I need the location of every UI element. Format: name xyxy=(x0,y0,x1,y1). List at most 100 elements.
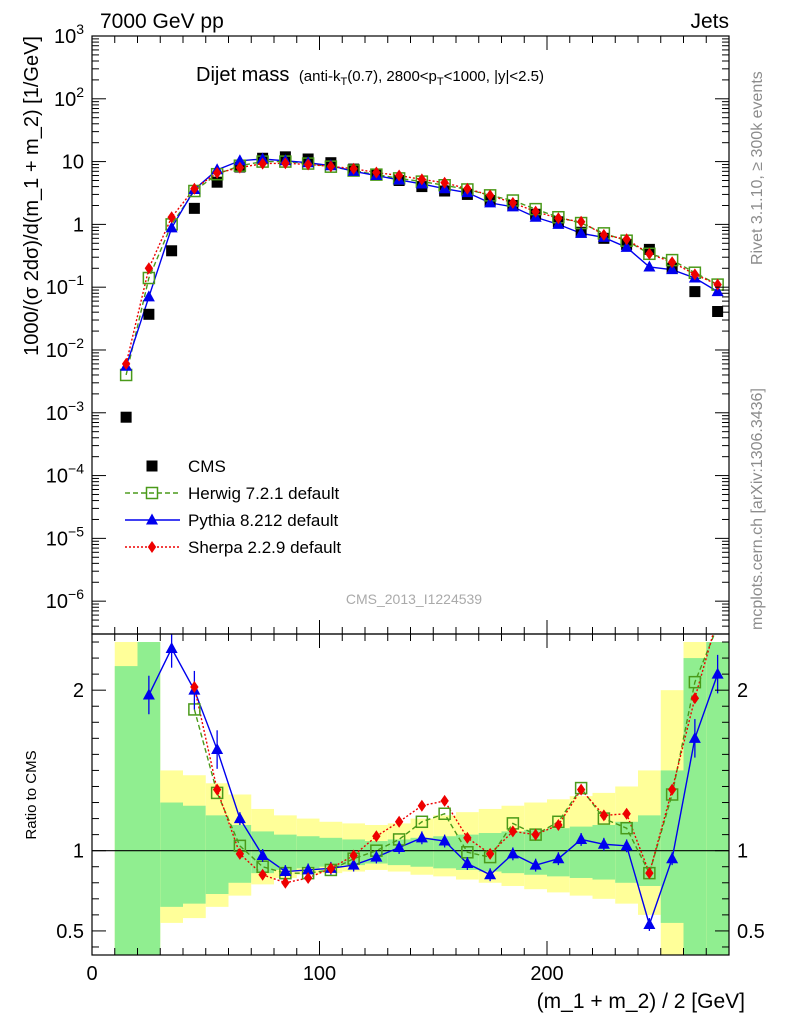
legend-marker xyxy=(147,541,157,553)
ratio-point-diamond xyxy=(326,862,336,875)
point-triangle xyxy=(620,240,633,252)
point-diamond xyxy=(394,169,404,182)
point-triangle xyxy=(142,290,155,302)
ratio-point-diamond xyxy=(394,815,404,828)
ratio-point-diamond xyxy=(599,809,609,822)
axes xyxy=(91,35,730,956)
point-square xyxy=(689,286,701,298)
legend-marker xyxy=(145,486,159,500)
point-square xyxy=(712,306,724,318)
ratio-point-triangle xyxy=(347,858,360,870)
point-diamond xyxy=(576,215,586,228)
header-left: 7000 GeV pp xyxy=(100,10,224,33)
ratio-point-open-square xyxy=(712,620,723,631)
ratio-point-triangle xyxy=(484,868,497,880)
point-diamond xyxy=(121,357,131,370)
point-diamond xyxy=(190,182,199,195)
point-diamond xyxy=(212,166,222,179)
point-diamond xyxy=(622,233,631,246)
point-triangle xyxy=(484,196,497,208)
ratio-point-triangle xyxy=(233,812,246,824)
ratio-point-triangle xyxy=(552,852,565,864)
point-triangle xyxy=(711,285,724,297)
ratio-point-triangle xyxy=(643,918,656,930)
point-square xyxy=(120,411,132,423)
band-inner xyxy=(296,836,320,869)
point-diamond xyxy=(508,196,518,209)
legend-entry: Herwig 7.2.1 default xyxy=(125,484,339,503)
band-inner xyxy=(592,824,616,880)
band-inner xyxy=(205,815,229,895)
point-diamond xyxy=(713,278,722,291)
title-sub-1: T xyxy=(341,76,348,88)
ratio-point-triangle xyxy=(506,847,519,859)
main-ylabel: 1000/(σ 2dσ)/d(m_1 + m_2) [1/GeV] xyxy=(21,36,43,356)
band-inner xyxy=(660,770,684,923)
band-inner xyxy=(137,642,161,955)
point-diamond xyxy=(554,212,563,225)
ratio-ylabel: Ratio to CMS xyxy=(23,750,40,839)
ratio-point-triangle xyxy=(415,831,428,843)
ratio-point-diamond xyxy=(531,828,540,841)
ratio-point-diamond xyxy=(645,867,654,880)
ratio-series-points xyxy=(142,620,724,931)
ratio-line-diamond xyxy=(193,634,714,884)
ratio-point-triangle xyxy=(529,858,542,870)
point-diamond xyxy=(372,166,381,179)
rivet-label: Rivet 3.1.10, ≥ 300k events xyxy=(749,71,766,265)
ratio-ytick-label: 2 xyxy=(73,680,84,702)
band-inner xyxy=(183,805,206,904)
ratio-point-diamond xyxy=(417,799,427,812)
ratio-point-diamond xyxy=(440,794,449,807)
y-tick-label: 1 xyxy=(73,214,84,236)
y-tick-label: 10−6 xyxy=(46,586,84,613)
point-diamond xyxy=(167,211,176,224)
y-tick-label: 10 xyxy=(62,152,84,174)
x-tick-label: 200 xyxy=(530,963,563,985)
ratio-bands xyxy=(114,642,729,955)
ratio-point-diamond xyxy=(667,783,677,796)
point-diamond xyxy=(281,157,290,170)
band-inner xyxy=(160,802,183,907)
point-diamond xyxy=(645,247,654,260)
point-diamond xyxy=(463,182,472,195)
point-diamond xyxy=(144,262,154,275)
band-inner xyxy=(410,837,434,867)
ratio-point-diamond xyxy=(372,830,381,843)
watermark: CMS_2013_I1224539 xyxy=(346,591,482,607)
ratio-point-triangle xyxy=(142,688,155,700)
series-line-open-square xyxy=(125,160,718,376)
title-sub-3: T xyxy=(437,76,444,88)
point-square xyxy=(143,308,155,320)
point-triangle xyxy=(666,263,679,275)
ratio-point-open-square xyxy=(438,807,451,821)
ratio-point-diamond xyxy=(485,847,495,860)
ratio-point-triangle xyxy=(279,865,292,877)
ratio-point-diamond xyxy=(190,680,199,693)
chart-title: Dijet mass (anti-kT(0.7), 2800<pT<1000, … xyxy=(196,64,544,88)
band-inner xyxy=(706,642,729,955)
ratio-point-triangle xyxy=(461,857,474,869)
point-diamond xyxy=(417,173,427,186)
ratio-point-triangle xyxy=(211,743,224,755)
legend-marker xyxy=(146,513,158,525)
point-square xyxy=(211,176,223,188)
ratio-ytick-label-right: 2 xyxy=(737,680,748,702)
y-tick-label: 102 xyxy=(54,84,84,111)
y-tick-label: 10−3 xyxy=(46,398,84,425)
ratio-point-diamond xyxy=(690,692,700,705)
ratio-point-triangle xyxy=(438,834,451,846)
point-diamond xyxy=(349,162,358,175)
legend-entry: Sherpa 2.2.9 default xyxy=(125,538,341,557)
title-main: Dijet mass xyxy=(196,64,289,86)
band-inner xyxy=(114,666,138,955)
ratio-point-triangle xyxy=(666,852,679,864)
point-diamond xyxy=(326,160,336,173)
point-diamond xyxy=(667,256,677,269)
ratio-ytick-label: 1 xyxy=(73,841,84,863)
ratio-point-diamond xyxy=(576,783,586,796)
ratio-ytick-label: 0.5 xyxy=(56,921,84,943)
legend-label: Pythia 8.212 default xyxy=(188,511,339,530)
ratio-point-triangle xyxy=(165,641,178,653)
ratio-point-triangle xyxy=(256,848,269,860)
